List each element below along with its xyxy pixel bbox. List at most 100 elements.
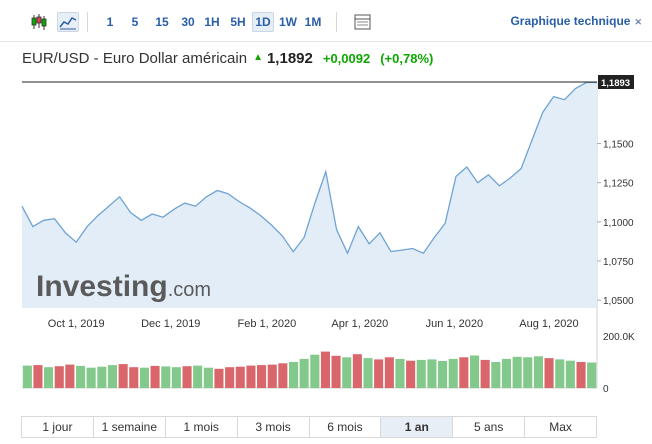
x-tick-label: Apr 1, 2020 — [331, 318, 388, 330]
interval-button-1d[interactable]: 1D — [252, 12, 274, 32]
volume-bar — [480, 359, 490, 388]
technical-chart-link[interactable]: Graphique technique ✕ — [510, 14, 642, 28]
interval-button-15[interactable]: 15 — [155, 15, 169, 29]
range-button-4[interactable]: 6 mois — [310, 417, 382, 437]
up-arrow-icon: ▲ — [253, 52, 263, 63]
volume-bar — [427, 359, 437, 388]
volume-bar — [267, 364, 277, 388]
volume-tick-label: 200.0K — [603, 332, 635, 343]
volume-bar — [352, 354, 362, 388]
volume-bar — [363, 358, 373, 388]
volume-bar — [448, 358, 458, 388]
volume-bar — [470, 355, 480, 388]
volume-bar — [278, 363, 288, 388]
volume-bar — [416, 359, 426, 388]
x-tick-label: Feb 1, 2020 — [238, 318, 297, 330]
volume-bar — [544, 358, 554, 388]
interval-button-5[interactable]: 5 — [131, 15, 139, 29]
price-change: +0,0092 — [322, 51, 371, 66]
volume-bar — [139, 367, 149, 388]
volume-bar — [406, 360, 416, 388]
y-tick-label: 1,1250 — [603, 179, 634, 190]
range-button-7[interactable]: Max — [549, 420, 572, 434]
watermark-suffix: .com — [168, 279, 211, 301]
range-button-3[interactable]: 3 mois — [238, 417, 310, 437]
y-tick-label: 1,0750 — [603, 257, 634, 268]
price-area — [22, 82, 597, 308]
volume-bar — [65, 364, 75, 388]
volume-bar — [512, 356, 522, 388]
y-tick-label: 1,0500 — [603, 296, 634, 307]
volume-bar — [150, 365, 160, 388]
volume-bar — [491, 362, 501, 388]
volume-bar — [171, 367, 181, 388]
volume-bar — [97, 366, 107, 388]
volume-bar — [331, 355, 341, 388]
volume-bar — [501, 358, 511, 388]
chart-toolbar: 1 5 15 30 1H 5H 1D 1W 1M Graphique technique ✕ — [0, 0, 652, 42]
range-button-2[interactable]: 1 mois — [166, 417, 238, 437]
volume-bar — [299, 358, 309, 388]
volume-bar — [235, 366, 245, 388]
table-icon[interactable] — [352, 12, 374, 32]
volume-bar — [342, 357, 352, 388]
volume-bar — [587, 362, 597, 388]
y-tick-label: 1,1000 — [603, 218, 634, 229]
volume-bar — [384, 357, 394, 388]
volume-bar — [33, 365, 43, 388]
current-price: 1,1892 — [266, 50, 313, 67]
volume-bar — [395, 358, 405, 388]
interval-button-30[interactable]: 30 — [181, 15, 195, 29]
instrument-name: EUR/USD - Euro Dollar américain — [22, 50, 248, 67]
volume-bar — [374, 359, 384, 388]
volume-bar — [246, 365, 256, 388]
volume-bar — [107, 365, 117, 388]
interval-button-1[interactable]: 1 — [106, 15, 114, 29]
volume-bar — [533, 356, 543, 388]
toolbar-divider — [336, 12, 337, 32]
current-price-tag — [598, 75, 634, 89]
range-button-5[interactable]: 1 an — [381, 417, 454, 437]
volume-bar — [118, 364, 128, 388]
candlestick-icon[interactable] — [28, 12, 50, 32]
y-tick-label: 1,1500 — [603, 140, 634, 151]
close-icon[interactable]: ✕ — [634, 17, 642, 27]
volume-bar — [555, 359, 565, 388]
volume-bar — [459, 357, 469, 388]
volume-bar — [54, 366, 64, 388]
range-button-6[interactable]: 5 ans — [453, 417, 526, 437]
interval-button-1h[interactable]: 1H — [204, 15, 220, 29]
volume-bar — [576, 362, 586, 388]
volume-tick-label: 0 — [603, 384, 609, 395]
x-tick-label: Jun 1, 2020 — [426, 318, 484, 330]
toolbar-divider — [87, 12, 88, 32]
volume-bar — [523, 357, 533, 388]
area-chart-icon[interactable] — [57, 12, 79, 32]
volume-bar — [214, 368, 224, 388]
volume-bar — [225, 367, 235, 388]
interval-button-1m[interactable]: 1M — [304, 15, 322, 29]
volume-bar — [203, 367, 213, 388]
technical-chart-label: Graphique technique — [510, 14, 631, 28]
price-change-percent: (+0,78%) — [380, 51, 434, 66]
current-price-label: 1,1893 — [601, 78, 630, 89]
price-chart[interactable]: 1,1500 1,1250 1,1000 1,0750 1,0500 1,1893 Inve… — [0, 70, 652, 410]
x-tick-label: Aug 1, 2020 — [519, 318, 578, 330]
volume-bar — [76, 365, 86, 388]
volume-bar — [182, 366, 192, 388]
volume-bar — [129, 367, 139, 388]
x-tick-label: Oct 1, 2019 — [48, 318, 105, 330]
volume-bar — [289, 362, 299, 388]
range-button-0[interactable]: 1 jour — [22, 417, 94, 437]
x-tick-label: Dec 1, 2019 — [141, 318, 200, 330]
volume-bar — [86, 367, 96, 388]
interval-button-5h[interactable]: 5H — [230, 15, 246, 29]
price-line — [21, 81, 597, 255]
volume-bar — [22, 365, 32, 388]
interval-button-1w[interactable]: 1W — [279, 15, 297, 29]
volume-bar — [44, 367, 54, 388]
range-button-1[interactable]: 1 semaine — [94, 417, 166, 437]
volume-bar — [565, 360, 575, 388]
volume-bar — [438, 361, 448, 388]
watermark-brand: Investing — [36, 270, 168, 303]
